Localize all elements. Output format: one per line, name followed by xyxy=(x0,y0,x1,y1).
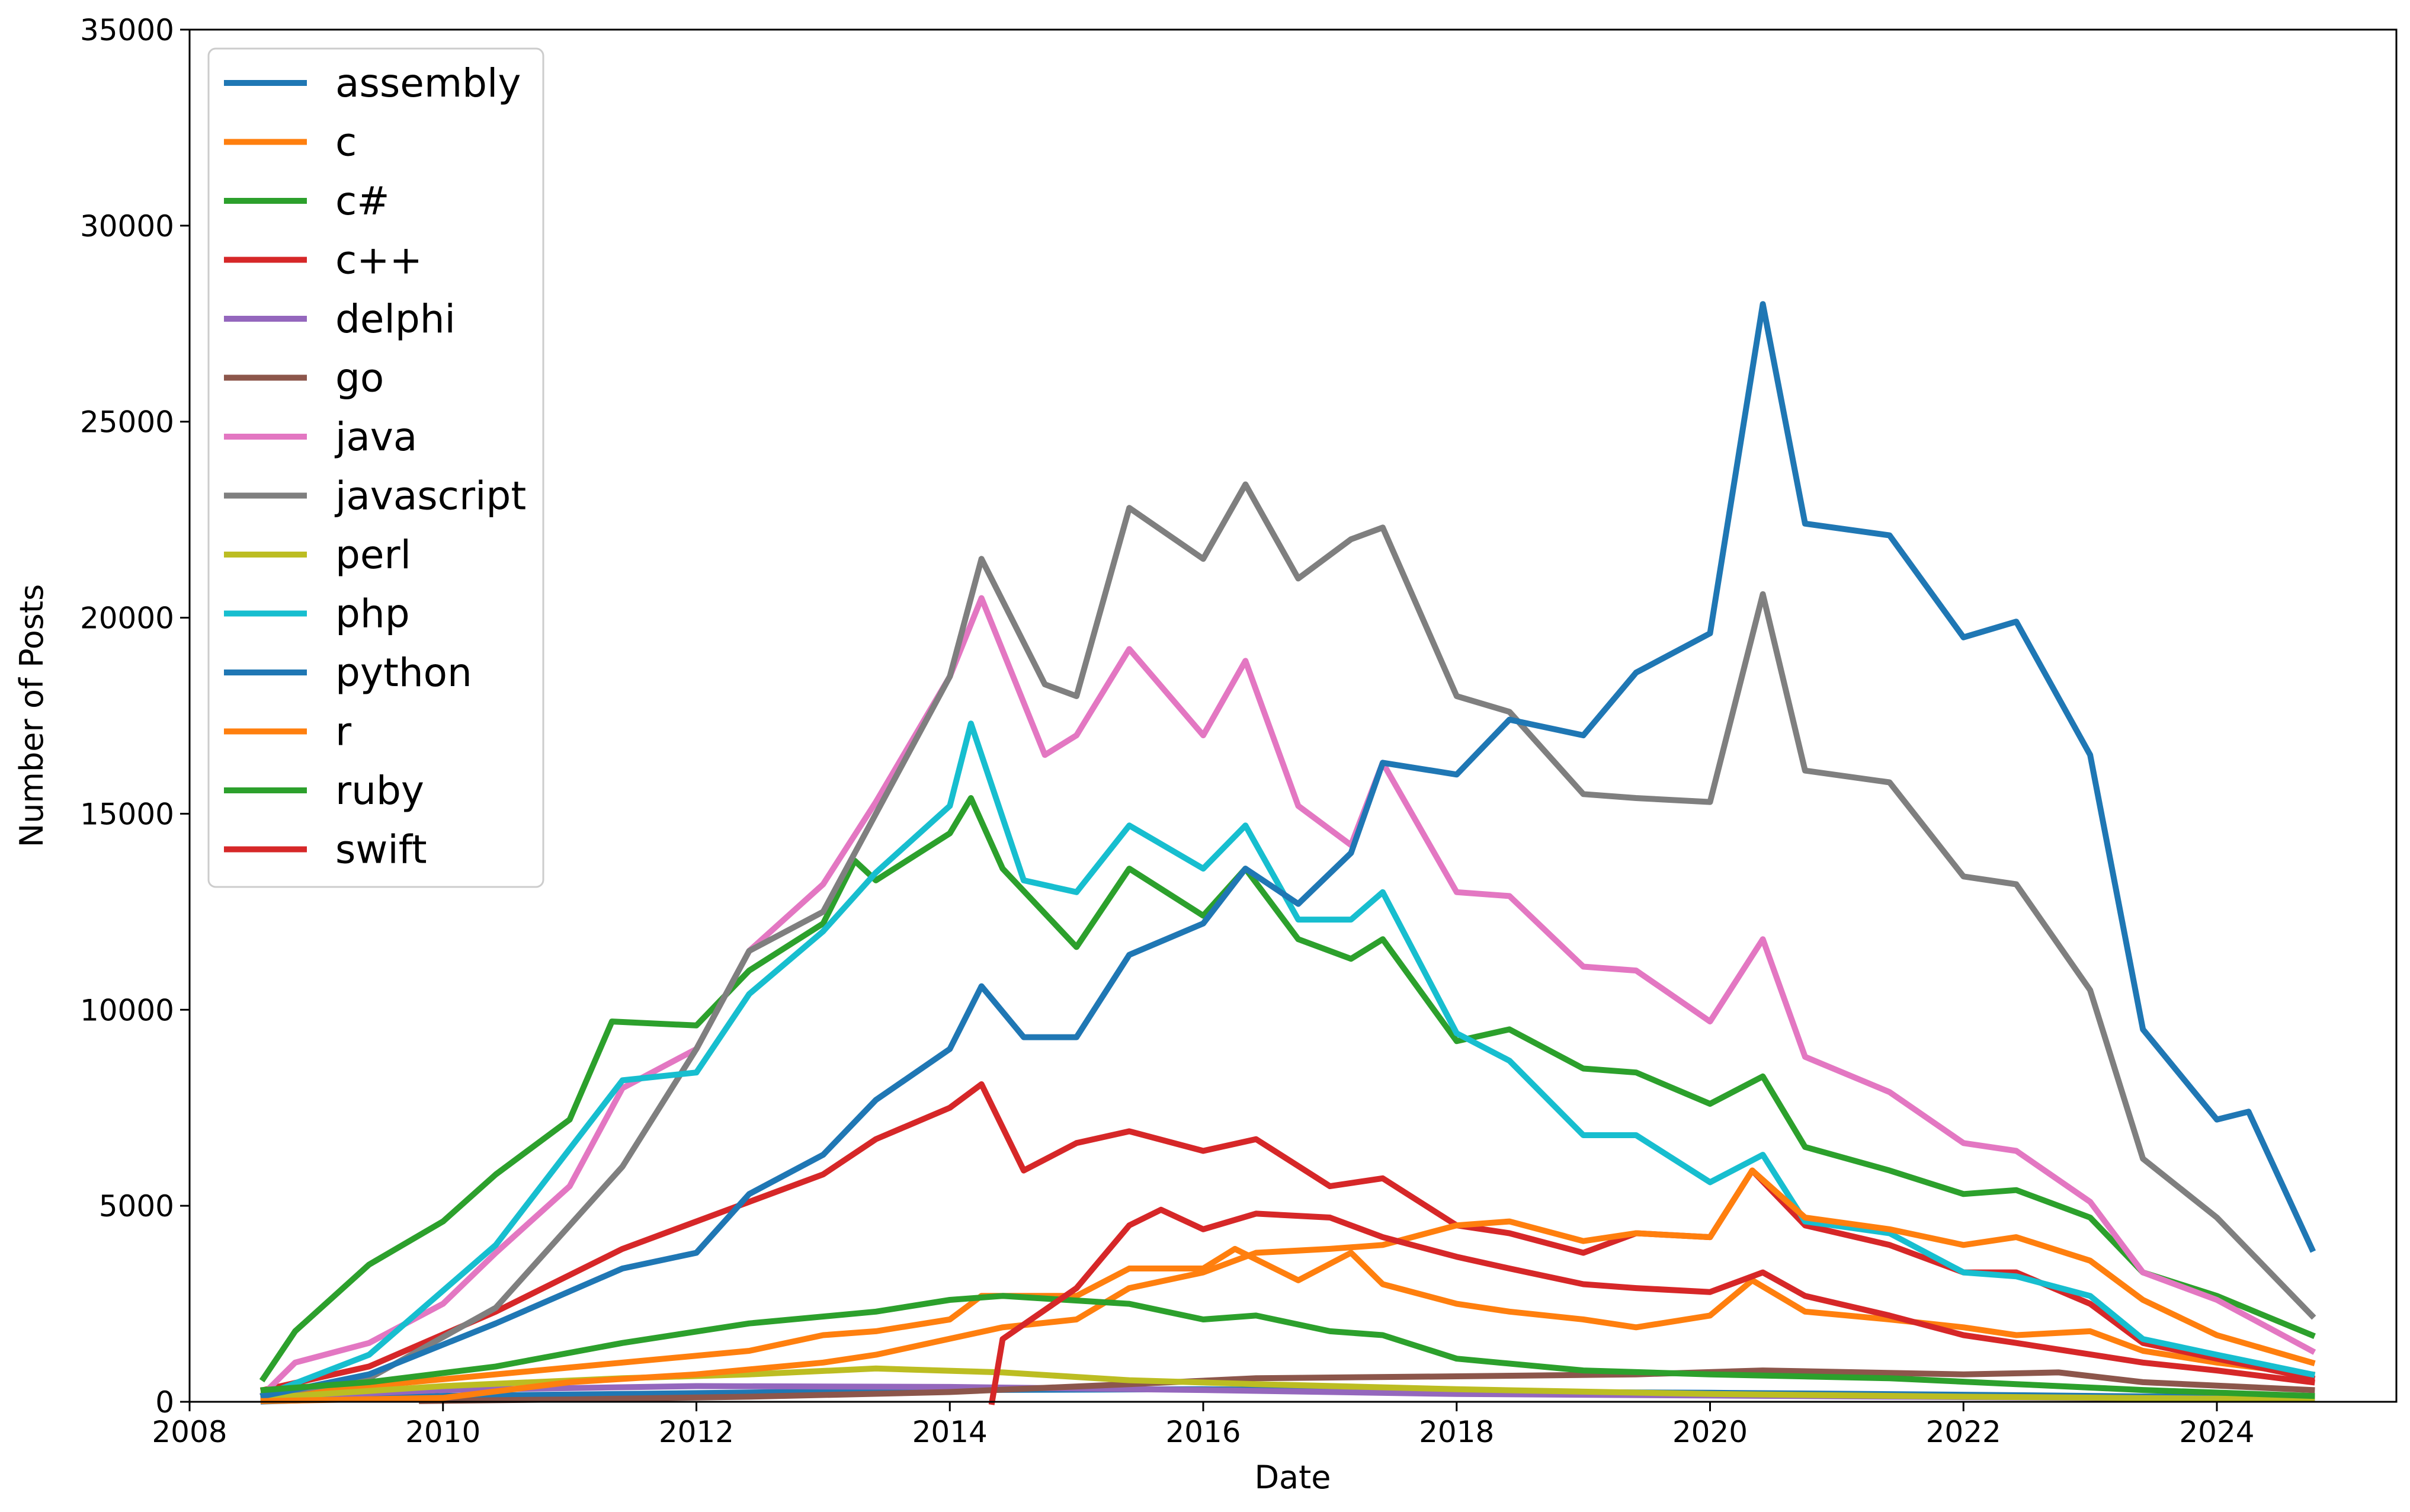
x-tick-label: 2010 xyxy=(405,1415,480,1449)
y-tick-label: 35000 xyxy=(80,13,174,47)
series-line-java xyxy=(259,595,2316,1398)
legend-label-java: java xyxy=(334,414,417,460)
x-axis-label: Date xyxy=(1254,1459,1331,1496)
legend: assembly c c# c++ delphi go java javascript perl… xyxy=(207,47,544,888)
series-line-r xyxy=(260,1167,2316,1404)
y-tick-label: 0 xyxy=(155,1385,174,1420)
y-tick-label: 5000 xyxy=(99,1189,174,1223)
x-tick-label: 2008 xyxy=(152,1415,227,1449)
x-tick-label: 2020 xyxy=(1672,1415,1748,1449)
legend-label-ruby: ruby xyxy=(335,768,424,813)
x-tick-label: 2018 xyxy=(1419,1415,1494,1449)
plot-lines xyxy=(259,301,2316,1405)
y-tick-label: 20000 xyxy=(80,601,174,636)
legend-label-swift: swift xyxy=(335,827,427,873)
y-tick-label: 15000 xyxy=(80,797,174,831)
legend-label-c: c xyxy=(335,120,357,165)
x-tick-label: 2012 xyxy=(659,1415,734,1449)
x-axis: 2008 2010 2012 2014 2016 2018 2020 2022 2024 xyxy=(152,1402,2255,1449)
legend-label-r: r xyxy=(335,709,352,755)
y-tick-label: 10000 xyxy=(80,993,174,1027)
legend-label-perl: perl xyxy=(335,532,411,578)
y-axis: 0 5000 10000 15000 20000 25000 30000 35000 xyxy=(80,13,190,1420)
x-tick-label: 2014 xyxy=(912,1415,988,1449)
y-tick-label: 25000 xyxy=(80,405,174,440)
x-tick-label: 2024 xyxy=(2179,1415,2254,1449)
series-line-go xyxy=(419,1367,2315,1404)
x-tick-label: 2022 xyxy=(1926,1415,2001,1449)
series-line-javascript xyxy=(260,481,2316,1399)
series-line-python xyxy=(259,301,2316,1399)
legend-frame xyxy=(207,47,544,888)
series-line-php xyxy=(259,720,2316,1399)
legend-label-go: go xyxy=(335,355,384,401)
legend-label-php: php xyxy=(335,591,410,637)
legend-label-python: python xyxy=(335,650,472,696)
legend-label-c++: c++ xyxy=(335,238,422,283)
legend-label-c#: c# xyxy=(335,178,390,224)
y-axis-label: Number of Posts xyxy=(13,584,50,847)
legend-label-delphi: delphi xyxy=(335,296,456,342)
series-line-swift xyxy=(988,1206,2315,1405)
legend-label-assembly: assembly xyxy=(335,60,521,106)
y-tick-label: 30000 xyxy=(80,209,174,244)
x-tick-label: 2016 xyxy=(1165,1415,1241,1449)
legend-label-javascript: javascript xyxy=(334,473,526,519)
plot-frame xyxy=(188,28,2398,1403)
series-line-c xyxy=(260,1245,2315,1402)
series-line-ruby xyxy=(260,1293,2315,1399)
